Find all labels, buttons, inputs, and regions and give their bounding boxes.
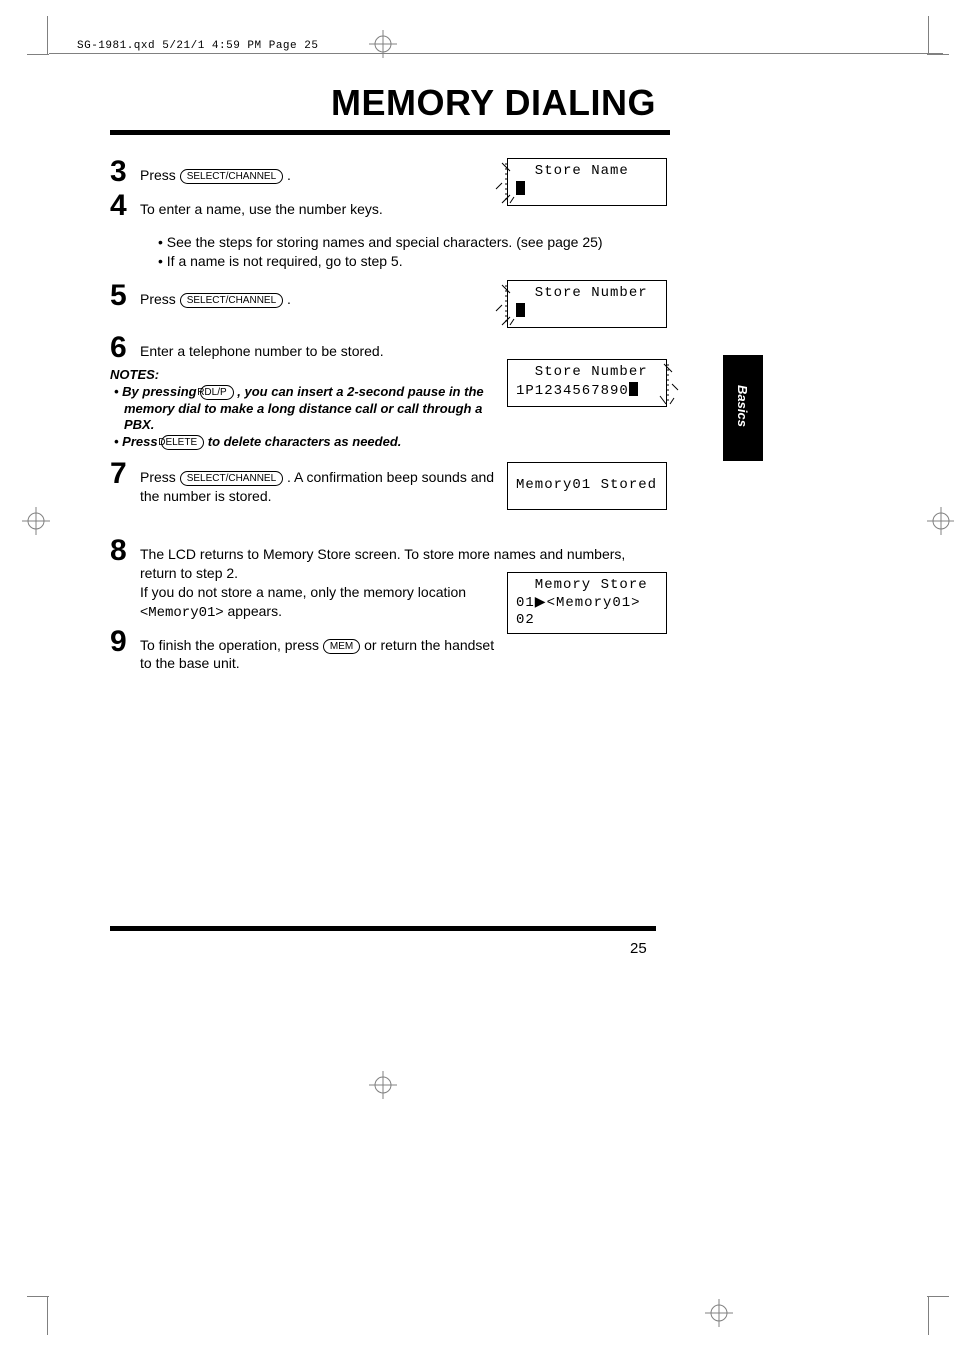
note-2-a: Press xyxy=(122,434,161,449)
mem-button: MEM xyxy=(323,639,360,654)
step-8-text-3: > appears. xyxy=(215,603,282,619)
step-5-text-b: . xyxy=(283,291,291,307)
crop-mark-top-left xyxy=(27,16,47,61)
rdl-p-button: RDL/P xyxy=(200,385,233,400)
step-4-bullet-1: See the steps for storing names and spec… xyxy=(158,233,670,252)
section-tab-basics: Basics xyxy=(723,355,763,461)
step-5-text-a: Press xyxy=(140,291,180,307)
step-7-text-a: Press xyxy=(140,469,180,485)
page-number: 25 xyxy=(630,940,647,957)
step-6-text: Enter a telephone number to be stored. xyxy=(140,333,670,361)
step-number-5: 5 xyxy=(110,281,127,311)
footer-rule xyxy=(110,926,656,931)
registration-mark-top xyxy=(369,30,397,58)
lcd-store-number-entered: Store Number 1P1234567890 xyxy=(507,359,667,407)
title-rule xyxy=(110,130,670,135)
select-channel-button: SELECT/CHANNEL xyxy=(180,169,283,184)
step-3-text-b: . xyxy=(283,167,291,183)
select-channel-button: SELECT/CHANNEL xyxy=(180,471,283,486)
section-tab-label: Basics xyxy=(735,385,750,427)
step-number-4: 4 xyxy=(110,191,127,221)
page-content: MEMORY DIALING Basics Store Name Store N… xyxy=(110,82,710,673)
step-number-9: 9 xyxy=(110,627,127,657)
lcd-cursor-icon xyxy=(629,382,638,396)
lcd-text: 1P1234567890 xyxy=(516,383,629,399)
note-1-a: By pressing xyxy=(122,384,200,399)
step-number-8: 8 xyxy=(110,536,127,566)
step-4-text: To enter a name, use the number keys. xyxy=(140,191,670,219)
registration-mark-bottom xyxy=(369,1071,397,1099)
step-4-bullet-2: If a name is not required, go to step 5. xyxy=(158,252,670,271)
crop-rule-top xyxy=(49,53,943,54)
lcd-arrows-icon xyxy=(652,362,682,406)
page-title: MEMORY DIALING xyxy=(110,82,656,124)
step-number-3: 3 xyxy=(110,157,127,187)
crop-mark-bottom-right xyxy=(929,1290,949,1335)
select-channel-button: SELECT/CHANNEL xyxy=(180,293,283,308)
step-8-text-1: The LCD returns to Memory Store screen. … xyxy=(140,546,625,581)
lcd-text: Store Number xyxy=(516,364,648,380)
registration-mark-right xyxy=(927,507,954,535)
step-number-7: 7 xyxy=(110,459,127,489)
prepress-header: SG-1981.qxd 5/21/1 4:59 PM Page 25 xyxy=(77,40,318,52)
step-8-mono: Memory01 xyxy=(148,605,215,621)
step-9-text-a: To finish the operation, press xyxy=(140,637,323,653)
step-3-text-a: Press xyxy=(140,167,180,183)
registration-mark-bottom-right xyxy=(705,1299,733,1327)
step-number-6: 6 xyxy=(110,333,127,363)
crop-mark-bottom-left xyxy=(27,1290,47,1335)
crop-mark-top-right xyxy=(929,16,949,61)
registration-mark-left xyxy=(22,507,50,535)
note-2-b: to delete characters as needed. xyxy=(204,434,401,449)
delete-button: DELETE xyxy=(161,435,204,450)
